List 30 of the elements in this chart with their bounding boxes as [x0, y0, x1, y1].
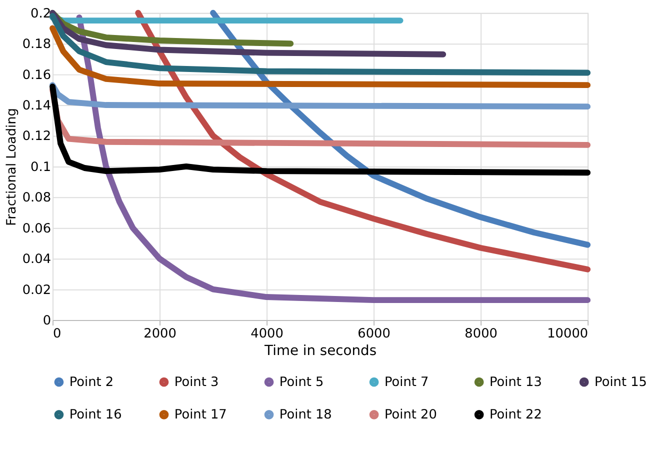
y-tick-label: 0.18: [22, 37, 52, 52]
x-tick-label: 4000: [250, 326, 284, 342]
legend-label: Point 2: [69, 375, 114, 390]
y-tick-label: 0.02: [22, 282, 52, 298]
x-tick-label: 2000: [144, 326, 176, 342]
y-tick-label: 0.06: [22, 221, 52, 236]
legend-label: Point 17: [174, 408, 227, 423]
x-tick-label: 8000: [464, 326, 498, 342]
legend-label: Point 18: [279, 408, 332, 423]
y-tick-label: 0.1: [30, 160, 52, 175]
legend-label: Point 15: [594, 375, 647, 390]
legend-label: Point 22: [489, 408, 542, 423]
x-axis-title: Time in seconds: [264, 343, 377, 360]
legend-label: Point 5: [279, 375, 324, 390]
y-tick-label: 0.12: [22, 129, 52, 144]
y-tick-label: 0.16: [22, 68, 52, 83]
x-tick-label: 0: [53, 326, 62, 342]
legend-label: Point 13: [489, 375, 542, 390]
y-tick-label: 0.04: [22, 252, 52, 268]
y-axis-title: Fractional Loading: [4, 108, 20, 226]
legend-label: Point 3: [174, 375, 219, 390]
x-tick-label: 10000: [547, 326, 588, 342]
y-tick-label: 0: [42, 314, 52, 329]
x-tick-label: 6000: [358, 326, 390, 342]
y-tick-label: 0.2: [30, 6, 52, 22]
y-tick-label: 0.08: [22, 190, 52, 206]
y-tick-label: 0.14: [22, 98, 52, 114]
legend-label: Point 20: [384, 408, 437, 423]
legend-label: Point 16: [69, 408, 122, 423]
legend-label: Point 7: [384, 375, 429, 390]
